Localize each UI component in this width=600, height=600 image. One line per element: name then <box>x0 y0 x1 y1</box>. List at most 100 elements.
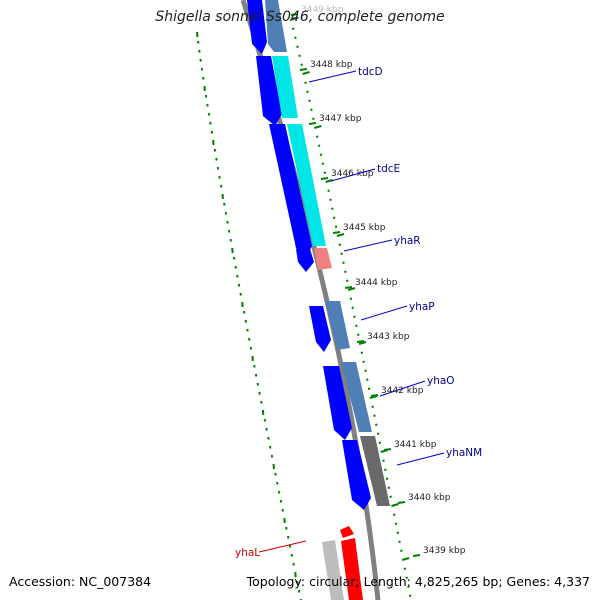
forward-feature-track <box>247 0 371 510</box>
gene-label-yhar[interactable]: yhaR <box>394 235 421 247</box>
tick-mark <box>366 378 369 381</box>
gene-leader-line <box>379 380 426 397</box>
gene-leader-line <box>258 540 307 553</box>
gene-feature[interactable] <box>265 0 287 52</box>
tick-mark <box>392 513 396 516</box>
major-tick <box>356 340 365 343</box>
gene-feature[interactable] <box>325 301 350 350</box>
tick-mark <box>329 198 332 201</box>
cds-feature[interactable] <box>247 0 267 54</box>
tick-mark <box>408 594 412 597</box>
tick-mark <box>342 261 345 264</box>
tick-mark <box>353 315 356 318</box>
gene-label-yhanm[interactable]: yhaNM <box>446 447 482 459</box>
tick-mark <box>317 144 321 147</box>
tick-mark <box>304 81 307 84</box>
cds-feature[interactable] <box>323 366 352 440</box>
gene-leader-line <box>360 305 408 321</box>
tick-mark <box>401 557 410 561</box>
topology-text: Topology: circular; Length: 4,825,265 bp… <box>246 574 590 589</box>
major-tick <box>290 13 299 16</box>
pseudo-feature[interactable] <box>314 248 332 270</box>
tick-mark <box>367 387 371 390</box>
tick-mark <box>332 216 336 219</box>
tick-mark <box>351 306 354 309</box>
tick-label: 3442 kbp <box>381 386 424 396</box>
tick-label: 3446 kbp <box>331 169 374 179</box>
tick-mark <box>375 423 378 426</box>
tick-mark <box>292 27 295 30</box>
major-tick <box>320 177 329 180</box>
tick-mark <box>298 54 301 57</box>
tick-mark <box>345 279 349 282</box>
tick-mark <box>385 477 389 480</box>
cds-feature[interactable] <box>269 124 312 260</box>
tick-label: 3439 kbp <box>423 546 466 556</box>
tick-mark <box>347 287 356 291</box>
accession-text: Accession: NC_007384 <box>9 574 152 589</box>
rna-feature[interactable] <box>287 124 326 246</box>
tick-mark <box>349 297 353 300</box>
gene-label-tdcd[interactable]: tdcD <box>358 66 383 78</box>
tick-label: 3445 kbp <box>343 223 386 233</box>
tick-mark <box>405 576 408 579</box>
tick-mark <box>400 549 403 552</box>
tick-label: 3444 kbp <box>355 278 398 288</box>
tick-labels: 3449 kbp 3448 kbp 3447 kbp 3446 kbp 3445 kbp… <box>290 5 466 557</box>
tick-mark <box>389 495 392 498</box>
tick-mark <box>376 432 380 435</box>
tick-mark <box>407 585 410 588</box>
tick-mark <box>296 45 299 48</box>
gene-labels: tdcD tdcE yhaR yhaP yhaO yhaNM yhaL <box>235 66 482 559</box>
cds-feature[interactable] <box>342 440 371 510</box>
major-tick <box>397 501 406 504</box>
rna-feature[interactable] <box>272 56 298 118</box>
tick-mark <box>321 162 325 165</box>
map-title: Shigella sonnei Ss046, complete genome <box>155 9 445 25</box>
tick-label: 3449 kbp <box>301 5 344 15</box>
highlight-feature[interactable] <box>340 526 363 600</box>
outer-dotted-ruler <box>196 31 302 600</box>
tick-label: 3447 kbp <box>319 114 362 124</box>
tick-mark <box>300 63 303 66</box>
tick-mark <box>360 351 364 354</box>
gene-feature[interactable] <box>341 362 372 432</box>
tick-label: 3440 kbp <box>408 493 451 503</box>
gene-leader-line <box>396 452 445 466</box>
tick-label: 3443 kbp <box>367 332 410 342</box>
tick-mark <box>358 341 367 345</box>
cds-feature[interactable] <box>309 306 331 352</box>
tick-mark <box>331 207 334 210</box>
tick-marks <box>289 17 412 597</box>
tick-mark <box>396 531 400 534</box>
tick-mark <box>310 108 313 111</box>
tick-mark <box>384 468 387 471</box>
tick-mark <box>294 36 297 39</box>
gene-label-yhap[interactable]: yhaP <box>409 301 435 313</box>
cds-feature[interactable] <box>256 56 282 126</box>
major-tick <box>332 231 341 234</box>
tick-mark <box>308 99 311 102</box>
tick-mark <box>394 522 398 525</box>
gene-leader-line <box>343 239 393 252</box>
tick-mark <box>371 405 374 408</box>
tick-mark <box>338 243 342 246</box>
gene-label-tdce[interactable]: tdcE <box>377 163 400 175</box>
tick-mark <box>362 360 365 363</box>
tick-mark <box>306 90 309 93</box>
major-tick <box>383 448 392 451</box>
tick-mark <box>387 486 391 489</box>
tick-label: 3448 kbp <box>310 60 353 70</box>
tick-mark <box>314 125 322 129</box>
tick-mark <box>373 414 376 417</box>
gene-label-yhao[interactable]: yhaO <box>427 375 455 387</box>
gene-feature[interactable] <box>322 540 344 600</box>
tick-label: 3441 kbp <box>394 440 437 450</box>
cds-feature[interactable] <box>296 249 314 272</box>
gene-feature[interactable] <box>360 436 390 506</box>
tick-mark <box>398 540 401 543</box>
tick-mark <box>302 71 310 75</box>
tick-mark <box>356 333 360 336</box>
gene-label-yhal[interactable]: yhaL <box>235 547 260 559</box>
tick-mark <box>344 270 347 273</box>
